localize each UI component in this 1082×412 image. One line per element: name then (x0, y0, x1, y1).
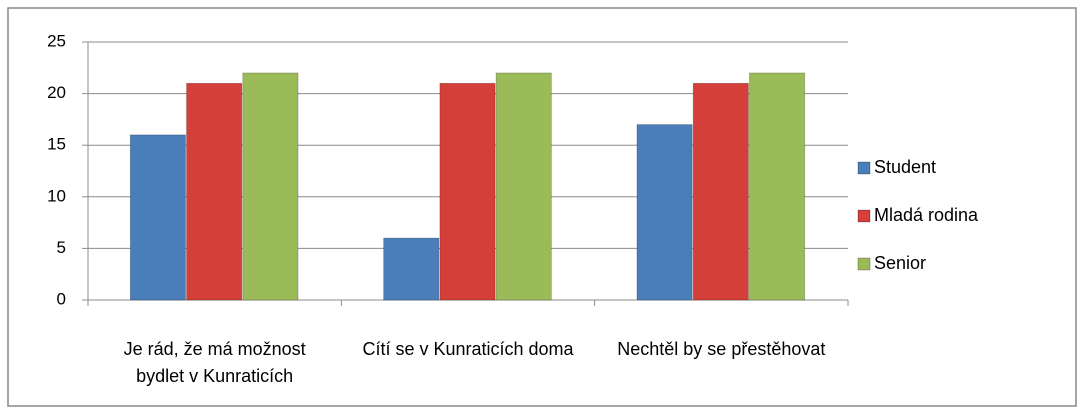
y-tick-label: 15 (47, 135, 66, 154)
legend-label: Student (874, 157, 936, 177)
legend-swatch (857, 209, 871, 223)
x-tick-label: Je rád, že má možnost bydlet v Kunraticí… (123, 339, 306, 386)
bar (692, 82, 749, 301)
bar (636, 124, 693, 301)
y-tick-label: 5 (57, 238, 66, 257)
legend-swatch (857, 161, 871, 175)
bar (383, 237, 440, 301)
x-tick-label: Nechtěl by se přestěhovat (617, 339, 826, 359)
bar (439, 82, 496, 301)
bar (186, 82, 243, 301)
bar (129, 134, 186, 301)
y-tick-label: 20 (47, 83, 66, 102)
legend-label: Senior (874, 253, 926, 273)
legend-label: Mladá rodina (874, 205, 979, 225)
bar (749, 72, 806, 301)
bar (242, 72, 299, 301)
y-tick-label: 10 (47, 186, 66, 205)
legend-swatch (857, 257, 871, 271)
bar (495, 72, 552, 301)
y-tick-label: 0 (57, 289, 66, 308)
x-tick-label: Cítí se v Kunraticích doma (362, 339, 574, 359)
y-tick-label: 25 (47, 31, 66, 50)
